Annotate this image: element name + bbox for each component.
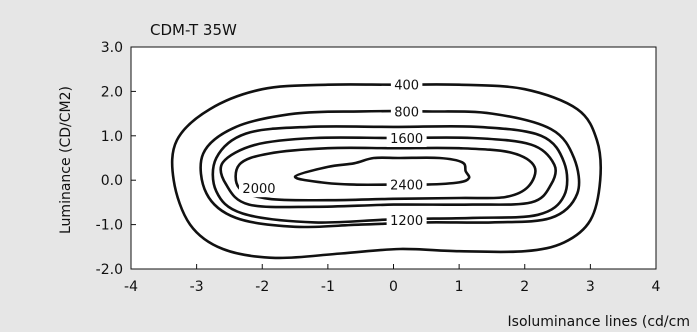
x-tick-label: 1 — [455, 279, 464, 295]
contour-label-bg — [238, 179, 279, 198]
x-tick-label: 2 — [520, 279, 529, 295]
contour-label-1200: 1200 — [390, 214, 423, 229]
x-tick-labels: -4 -3 -2 -1 0 1 2 3 4 — [124, 279, 661, 295]
y-tick-label: 1.0 — [101, 129, 123, 145]
contour-line-1600 — [219, 136, 558, 209]
contour-line-400 — [170, 83, 602, 260]
contour-line-2400 — [293, 156, 471, 187]
x-tick-label: 3 — [586, 279, 595, 295]
x-axis-label: Isoluminance lines (cd/cm — [508, 314, 690, 330]
y-tick-label: 2.0 — [101, 84, 123, 100]
contour-label-bg — [390, 102, 423, 121]
x-tick-label: -4 — [124, 279, 138, 295]
contour-label-1600: 1600 — [390, 132, 423, 147]
chart-title: CDM-T 35W — [150, 21, 237, 39]
y-tick-label: 0.0 — [101, 173, 123, 189]
contour-label-bg — [386, 129, 427, 148]
contour-label-bg — [390, 75, 423, 94]
contour-label-2400: 2400 — [390, 179, 423, 194]
contour-label-400: 400 — [394, 79, 419, 94]
x-tick-label: -3 — [190, 279, 204, 295]
x-tick-label: 0 — [389, 279, 398, 295]
contour-lines — [170, 83, 602, 260]
contour-label-2000: 2000 — [242, 182, 275, 197]
y-axis-label: Luminance (CD/CM2) — [58, 86, 74, 234]
x-tick-label: 4 — [652, 279, 661, 295]
axis-ticks — [130, 46, 657, 270]
contour-labels: 400 800 1600 1200 2000 2400 — [238, 75, 427, 230]
y-tick-label: -1.0 — [96, 218, 123, 234]
y-tick-label: -2.0 — [96, 262, 123, 278]
x-tick-label: -2 — [255, 279, 269, 295]
contour-line-1200 — [211, 124, 569, 224]
y-tick-label: 3.0 — [101, 40, 123, 56]
contour-line-2000 — [234, 146, 537, 202]
contour-label-bg — [386, 211, 427, 230]
contour-label-bg — [386, 175, 427, 194]
x-tick-label: -1 — [321, 279, 335, 295]
contour-label-800: 800 — [394, 105, 419, 120]
contour-line-800 — [199, 109, 581, 229]
y-tick-labels: 3.0 2.0 1.0 0.0 -1.0 -2.0 — [96, 40, 123, 278]
